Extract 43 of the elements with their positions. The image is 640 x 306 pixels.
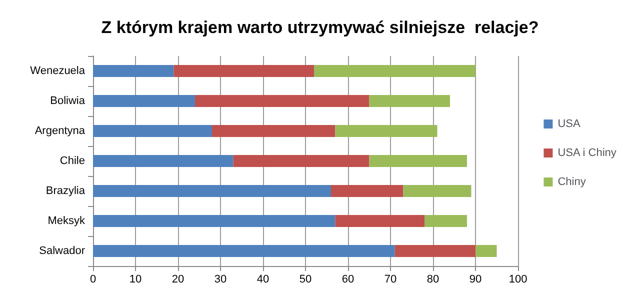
bar <box>403 185 472 197</box>
bar <box>335 125 438 137</box>
bar <box>331 185 404 197</box>
bar <box>93 95 195 107</box>
y-tick-label: Boliwia <box>50 95 86 107</box>
bar <box>93 125 212 137</box>
x-tick-label: 80 <box>426 274 440 286</box>
bar <box>476 245 497 257</box>
bar <box>424 215 467 227</box>
bar <box>233 155 370 167</box>
bar <box>369 155 467 167</box>
x-tick-label: 40 <box>256 274 270 286</box>
bar <box>195 95 370 107</box>
y-tick-label: Chile <box>60 155 85 167</box>
x-tick-label: 50 <box>299 274 312 286</box>
bar <box>314 65 476 77</box>
bar <box>394 245 476 257</box>
y-tick-label: Meksyk <box>48 215 86 227</box>
x-tick-label: 10 <box>129 274 142 286</box>
bar <box>174 65 314 77</box>
x-tick-label: 30 <box>214 274 227 286</box>
x-tick-label: 90 <box>469 274 482 286</box>
x-tick-label: 70 <box>384 274 397 286</box>
legend-label: USA <box>558 118 581 130</box>
bar <box>93 65 174 77</box>
bar <box>93 245 395 257</box>
y-tick-label: Argentyna <box>34 125 86 137</box>
y-tick-label: Brazylia <box>46 185 86 197</box>
bar <box>335 215 424 227</box>
y-tick-label: Wenezuela <box>30 65 86 77</box>
legend-label: Chiny <box>558 176 586 188</box>
x-tick-label: 0 <box>90 274 96 286</box>
x-tick-label: 100 <box>508 274 528 286</box>
bar <box>93 155 234 167</box>
chart-title: Z którym krajem warto utrzymywać silniejsze relacje? <box>101 18 539 37</box>
bar <box>369 95 450 107</box>
bar <box>93 185 331 197</box>
x-tick-label: 20 <box>172 274 184 286</box>
x-tick-label: 60 <box>342 274 354 286</box>
y-tick-label: Salwador <box>39 245 86 257</box>
legend-label: USA i Chiny <box>558 147 617 159</box>
bar <box>212 125 336 137</box>
bar <box>93 215 336 227</box>
